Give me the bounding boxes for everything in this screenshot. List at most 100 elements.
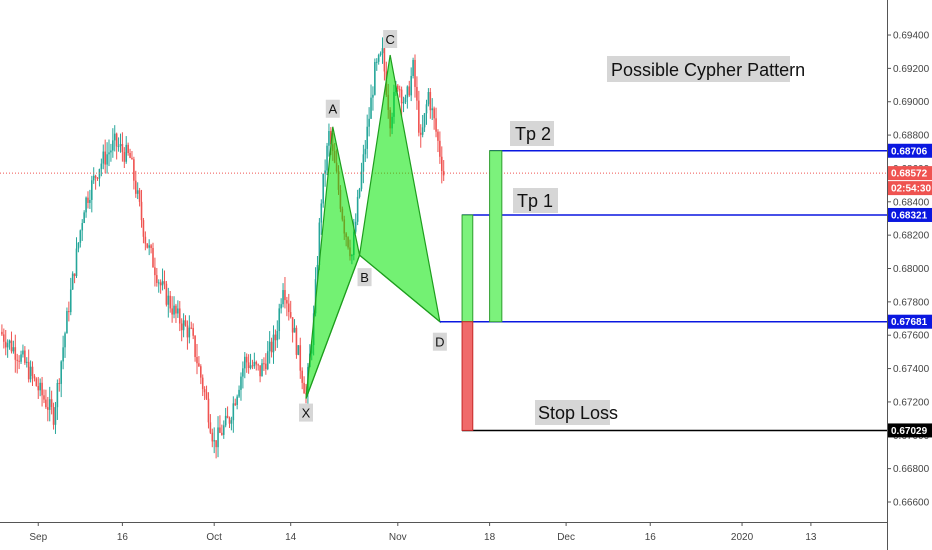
candle: [416, 76, 418, 110]
candle-body: [35, 378, 38, 387]
candle-body: [219, 427, 221, 433]
candle: [50, 390, 53, 415]
time-axis-background[interactable]: [0, 522, 887, 550]
candle-body: [117, 146, 120, 148]
candle-body: [228, 418, 231, 424]
price-levels: [439, 150, 887, 432]
candle: [24, 346, 26, 365]
candle: [152, 242, 154, 268]
current-price-tag-label: 0.68572: [891, 169, 928, 180]
candle-body: [175, 305, 177, 314]
candle: [226, 406, 229, 419]
plot-area[interactable]: [0, 0, 887, 522]
price-tick-label: 0.67800: [893, 297, 930, 308]
candle-body: [169, 295, 172, 309]
candle: [144, 231, 147, 251]
candle-body: [4, 341, 7, 348]
candle-body: [354, 221, 357, 232]
pattern-point-c: C: [383, 30, 398, 49]
candle: [167, 287, 170, 318]
candle: [211, 428, 214, 448]
candle: [180, 318, 183, 342]
candle: [196, 343, 198, 375]
candle-body: [318, 222, 321, 265]
candle-body: [127, 144, 129, 154]
candle-body: [18, 360, 20, 362]
annotation-tp1: Tp 1: [513, 188, 558, 213]
candle-body: [159, 282, 162, 286]
candle: [3, 328, 5, 349]
time-tick-label: 13: [805, 532, 817, 543]
profit-box: [489, 150, 503, 323]
candle: [238, 385, 240, 398]
pattern-point-label: A: [328, 102, 337, 117]
loss-box: [461, 321, 474, 431]
candle-body: [408, 86, 411, 96]
countdown-tag: 02:54:30: [888, 181, 932, 196]
candle-body: [398, 89, 401, 91]
candle-body: [368, 118, 370, 127]
current-price-tag: 0.68572: [888, 166, 932, 181]
pattern-leg-bd: [359, 254, 441, 323]
candle: [96, 177, 99, 181]
candle-body: [39, 382, 41, 391]
candle: [423, 112, 426, 132]
price-tick-label: 0.67400: [893, 364, 930, 375]
candle-body: [377, 54, 380, 62]
candle-body: [54, 407, 57, 425]
candle: [266, 340, 269, 371]
candle: [362, 144, 365, 184]
candle: [272, 325, 275, 364]
candle: [222, 420, 225, 439]
candle-body: [43, 395, 45, 400]
price-tag-tp-1-label: 0.68321: [891, 210, 928, 221]
time-tick-label: 16: [645, 532, 657, 543]
candle: [157, 279, 160, 293]
candle-body: [418, 100, 420, 133]
candle-body: [184, 320, 187, 326]
candle: [427, 88, 430, 107]
time-axis[interactable]: Sep 16 Oct 14 Nov 18 Dec 16 2020 13: [0, 522, 887, 550]
candle-body: [272, 334, 275, 353]
candle-body: [419, 132, 422, 135]
candle: [45, 389, 47, 409]
candle-body: [356, 196, 359, 222]
candle: [429, 88, 432, 119]
candle-body: [406, 86, 409, 98]
candle-body: [104, 151, 106, 165]
annotation-title: Possible Cypher Pattern: [607, 56, 805, 82]
plot-background[interactable]: [0, 0, 887, 522]
price-tag-tp-2: 0.68706: [888, 143, 932, 158]
candle: [146, 243, 149, 249]
candle: [261, 358, 263, 377]
pattern-point-label: X: [302, 406, 311, 421]
candle: [265, 353, 267, 375]
price-tag-entry-label: 0.67681: [891, 317, 928, 328]
candle: [278, 303, 281, 340]
candle-body: [439, 140, 441, 157]
candle: [287, 293, 290, 321]
candle: [20, 350, 22, 364]
candle-body: [25, 361, 28, 363]
candle: [85, 196, 87, 218]
candle-body: [192, 327, 194, 336]
candle-body: [186, 325, 189, 338]
candle-body: [29, 366, 32, 380]
candle: [178, 301, 181, 332]
candle-body: [295, 327, 298, 355]
candle-body: [360, 171, 363, 189]
candle-body: [113, 133, 116, 141]
price-axis-background[interactable]: [887, 0, 932, 550]
candle-body: [190, 327, 193, 329]
candle: [102, 144, 105, 170]
price-axis[interactable]: 0.694000.692000.690000.688000.686000.684…: [887, 0, 932, 550]
price-tag-tp-1: 0.68321: [888, 207, 932, 222]
candle: [66, 307, 68, 334]
candle: [148, 239, 150, 256]
candle-body: [280, 304, 282, 309]
annotation-stop-loss-text: Stop Loss: [538, 403, 618, 423]
candle-body: [251, 365, 254, 367]
candle-body: [106, 154, 108, 165]
candle-body: [215, 440, 217, 448]
